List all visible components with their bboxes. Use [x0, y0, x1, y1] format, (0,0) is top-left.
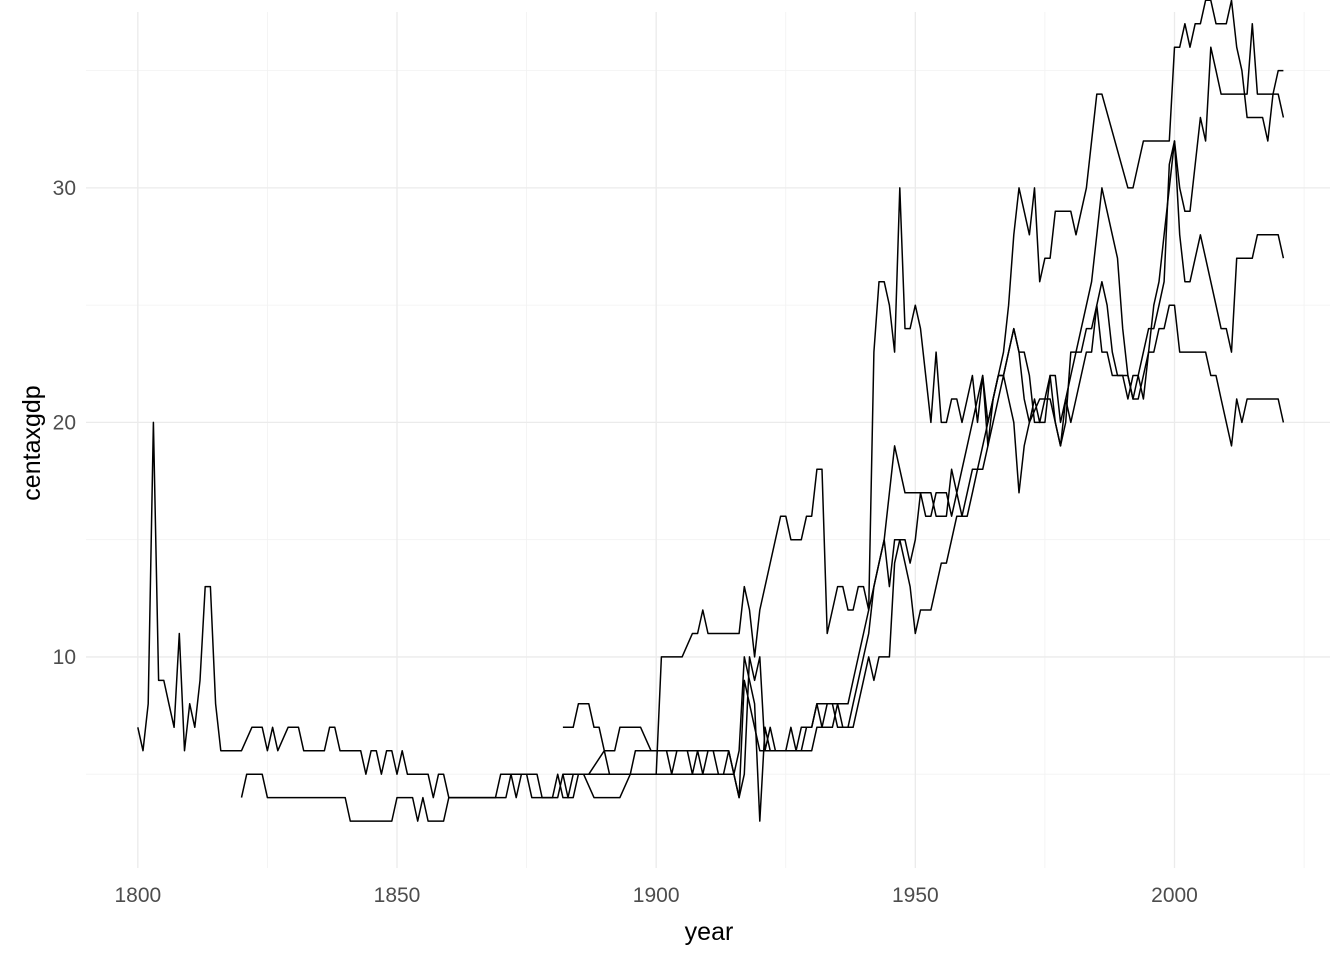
x-tick-labels: 1800 1850 1900 1950 2000 — [114, 884, 1197, 907]
series-line-3 — [562, 0, 1285, 822]
x-tick-label: 1900 — [633, 884, 680, 907]
x-axis-title: year — [685, 918, 734, 946]
y-tick-label: 10 — [53, 646, 76, 669]
series-line-2 — [240, 304, 1285, 822]
series-lines — [137, 0, 1285, 822]
x-tick-label: 1850 — [374, 884, 421, 907]
series-line-4 — [562, 140, 1285, 799]
y-tick-labels: 10 20 30 — [53, 177, 76, 669]
y-tick-label: 20 — [53, 411, 76, 434]
x-tick-label: 2000 — [1151, 884, 1198, 907]
y-tick-label: 30 — [53, 177, 76, 200]
y-axis-title: centaxgdp — [18, 385, 46, 500]
series-line-1 — [137, 22, 1284, 799]
x-tick-label: 1800 — [114, 884, 161, 907]
x-tick-label: 1950 — [892, 884, 939, 907]
